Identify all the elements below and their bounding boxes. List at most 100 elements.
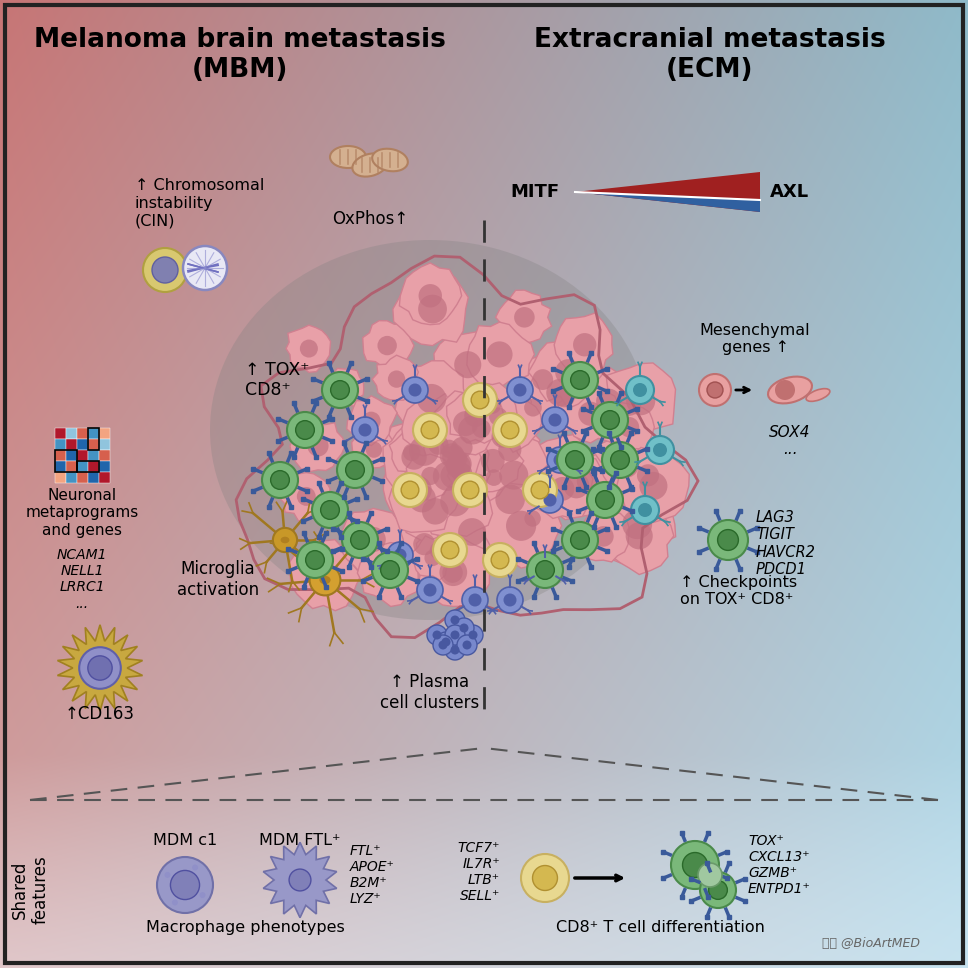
Bar xyxy=(66,428,76,439)
Circle shape xyxy=(499,439,522,462)
Bar xyxy=(87,449,99,461)
Polygon shape xyxy=(561,455,614,506)
Circle shape xyxy=(421,467,439,485)
Polygon shape xyxy=(372,355,418,400)
Circle shape xyxy=(430,542,447,560)
Polygon shape xyxy=(437,393,508,468)
Circle shape xyxy=(537,487,563,513)
Polygon shape xyxy=(575,192,760,212)
Circle shape xyxy=(441,638,450,647)
Circle shape xyxy=(404,475,432,503)
Circle shape xyxy=(626,386,655,415)
Circle shape xyxy=(408,485,436,512)
Circle shape xyxy=(428,435,448,455)
Bar xyxy=(99,439,109,449)
Circle shape xyxy=(378,560,404,586)
Polygon shape xyxy=(321,369,364,408)
Circle shape xyxy=(450,450,468,468)
Polygon shape xyxy=(421,425,487,487)
Polygon shape xyxy=(429,436,491,496)
Circle shape xyxy=(451,437,472,458)
Polygon shape xyxy=(591,429,662,499)
Circle shape xyxy=(440,463,467,489)
Circle shape xyxy=(310,564,341,595)
Circle shape xyxy=(352,417,378,443)
Bar xyxy=(99,461,109,471)
Circle shape xyxy=(717,529,739,551)
Circle shape xyxy=(413,413,447,447)
Circle shape xyxy=(496,485,525,514)
Ellipse shape xyxy=(281,536,289,543)
Polygon shape xyxy=(600,372,660,436)
Polygon shape xyxy=(577,367,643,437)
Circle shape xyxy=(199,892,205,898)
Bar xyxy=(87,428,99,449)
Circle shape xyxy=(514,307,534,327)
Circle shape xyxy=(671,841,719,889)
Circle shape xyxy=(418,284,442,308)
Circle shape xyxy=(433,630,441,640)
Circle shape xyxy=(441,541,459,559)
Polygon shape xyxy=(617,447,689,523)
Text: ↑ Checkpoints
on TOX⁺ CD8⁺: ↑ Checkpoints on TOX⁺ CD8⁺ xyxy=(680,575,797,607)
Circle shape xyxy=(546,378,574,407)
Polygon shape xyxy=(481,420,540,481)
Polygon shape xyxy=(531,460,593,519)
Polygon shape xyxy=(511,383,555,430)
Polygon shape xyxy=(527,359,594,433)
Polygon shape xyxy=(424,428,481,487)
Polygon shape xyxy=(395,516,452,570)
Ellipse shape xyxy=(768,377,812,404)
Circle shape xyxy=(571,371,590,389)
Circle shape xyxy=(471,391,489,408)
Polygon shape xyxy=(436,447,490,499)
Circle shape xyxy=(297,542,333,578)
Circle shape xyxy=(481,449,504,472)
Circle shape xyxy=(631,496,659,524)
Circle shape xyxy=(297,487,316,506)
Circle shape xyxy=(440,486,470,516)
Bar xyxy=(76,439,87,449)
Circle shape xyxy=(549,413,561,427)
Polygon shape xyxy=(496,290,552,344)
Circle shape xyxy=(557,442,593,478)
Circle shape xyxy=(445,610,465,630)
Circle shape xyxy=(439,559,468,586)
Circle shape xyxy=(446,451,471,476)
Ellipse shape xyxy=(352,153,387,176)
Bar xyxy=(66,449,76,461)
Circle shape xyxy=(619,417,639,438)
Circle shape xyxy=(483,396,501,414)
Polygon shape xyxy=(533,368,592,425)
Circle shape xyxy=(408,383,421,397)
Circle shape xyxy=(551,477,574,500)
Circle shape xyxy=(699,374,731,406)
Circle shape xyxy=(433,462,462,491)
Circle shape xyxy=(457,635,477,655)
Polygon shape xyxy=(401,478,469,545)
Polygon shape xyxy=(454,461,501,504)
Text: Extracranial metastasis
(ECM): Extracranial metastasis (ECM) xyxy=(534,27,886,83)
Circle shape xyxy=(402,377,428,403)
Polygon shape xyxy=(389,464,460,532)
Ellipse shape xyxy=(372,149,408,171)
Polygon shape xyxy=(389,430,435,477)
Circle shape xyxy=(454,618,474,638)
Bar xyxy=(66,471,76,482)
Circle shape xyxy=(469,593,481,607)
Circle shape xyxy=(502,412,524,434)
Circle shape xyxy=(306,551,324,569)
Circle shape xyxy=(573,333,596,356)
Circle shape xyxy=(427,625,447,645)
Circle shape xyxy=(491,551,509,569)
Polygon shape xyxy=(426,422,472,473)
Ellipse shape xyxy=(210,240,650,620)
Bar xyxy=(54,461,66,471)
Circle shape xyxy=(775,380,795,400)
Circle shape xyxy=(682,853,708,877)
Circle shape xyxy=(602,442,638,478)
Circle shape xyxy=(401,481,419,499)
Polygon shape xyxy=(467,322,534,388)
Circle shape xyxy=(465,405,487,427)
Circle shape xyxy=(453,473,487,507)
